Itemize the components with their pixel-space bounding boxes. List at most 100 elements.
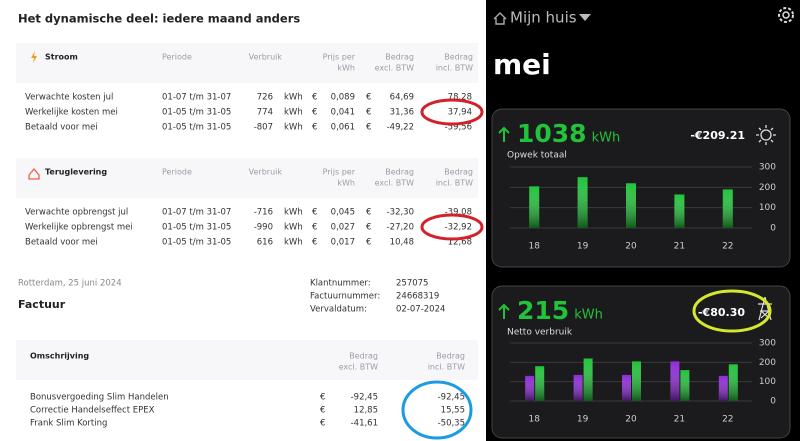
- cell: €: [312, 223, 317, 233]
- home-icon: [493, 12, 507, 25]
- x-tick-label: 22: [722, 242, 733, 252]
- bar-shade: [573, 374, 583, 401]
- cell: Werkelijke opbrengst mei: [25, 223, 133, 233]
- column-header: Periode: [162, 168, 192, 177]
- x-tick-label: 21: [674, 415, 685, 425]
- cell: 0,017: [331, 238, 355, 248]
- cell: 12,68: [448, 238, 472, 248]
- cell: €: [312, 108, 317, 118]
- bar-shade: [632, 361, 641, 401]
- cell: -807: [254, 123, 273, 133]
- cell: €: [312, 93, 317, 103]
- info-value: 24668319: [396, 292, 439, 302]
- cell: 31,36: [390, 108, 414, 118]
- y-tick-label: 100: [759, 377, 776, 387]
- bar-shade: [525, 375, 535, 401]
- cell: -50,35: [438, 419, 465, 429]
- column-header: Bedrag: [444, 168, 473, 177]
- cell: 726: [257, 93, 273, 103]
- info-value: 257075: [396, 279, 428, 289]
- cell: kWh: [284, 108, 303, 118]
- bar-shade: [670, 361, 680, 401]
- x-tick-label: 22: [722, 415, 733, 425]
- up-arrow: [498, 303, 510, 319]
- bar-shade: [577, 177, 588, 228]
- info-label: Factuurnummer:: [310, 292, 380, 302]
- cell: kWh: [284, 223, 303, 233]
- gear-outline[interactable]: [778, 7, 794, 23]
- column-header: incl. BTW: [436, 179, 473, 188]
- settings-icon[interactable]: [778, 7, 794, 23]
- cell: 01-05 t/m 31-05: [162, 123, 231, 133]
- cell: €: [366, 123, 371, 133]
- column-header: Verbruik: [249, 53, 283, 62]
- cell: 64,69: [390, 93, 414, 103]
- sun-core: [760, 129, 772, 141]
- invoice-title: Het dynamische deel: iedere maand anders: [18, 12, 300, 26]
- bar-shade: [680, 370, 690, 401]
- cell: 01-05 t/m 31-05: [162, 108, 231, 118]
- card-unit: kWh: [574, 308, 603, 323]
- table-header-band: [16, 340, 478, 380]
- info-label: Vervaldatum:: [310, 305, 367, 315]
- cell: €: [366, 223, 371, 233]
- cell: Bonusvergoeding Slim Handelen: [30, 393, 169, 403]
- card-label: Netto verbruik: [507, 328, 573, 338]
- cell: -49,22: [387, 123, 414, 133]
- power-icon: [31, 51, 37, 63]
- column-header: excl. BTW: [375, 179, 414, 188]
- cell: 37,94: [448, 108, 472, 118]
- column-header: Prijs per: [323, 53, 356, 62]
- bar-shade: [728, 364, 738, 401]
- cell: Verwachte kosten jul: [25, 93, 113, 103]
- cell: 0,089: [331, 93, 355, 103]
- x-tick-label: 19: [577, 415, 589, 425]
- column-header: Verbruik: [249, 168, 283, 177]
- column-header: kWh: [337, 64, 355, 73]
- bar-shade: [535, 366, 545, 401]
- location[interactable]: Mijn huis: [510, 9, 577, 27]
- cell: 12,85: [354, 406, 378, 416]
- cell: 0,045: [331, 208, 355, 218]
- bar-shade: [622, 374, 631, 401]
- gear-center[interactable]: [782, 11, 790, 19]
- cell: -716: [254, 208, 273, 218]
- sun-icon: [756, 125, 776, 145]
- bar-shade: [529, 186, 540, 228]
- y-tick-label: 300: [759, 163, 776, 173]
- column-header: Periode: [162, 53, 192, 62]
- cell: €: [320, 419, 325, 429]
- month: mei: [493, 48, 551, 81]
- cell: €: [320, 393, 325, 403]
- cell: Betaald voor mei: [25, 238, 98, 248]
- return-icon: [28, 167, 40, 180]
- cell: 15,55: [441, 406, 465, 416]
- dropdown-caret[interactable]: [579, 14, 591, 21]
- invoice-heading: Factuur: [18, 298, 66, 311]
- cell: -41,61: [351, 419, 378, 429]
- cell: 01-05 t/m 31-05: [162, 238, 231, 248]
- pylon-icon: [758, 296, 772, 321]
- cell: Betaald voor mei: [25, 123, 98, 133]
- cell: 10,48: [390, 238, 414, 248]
- y-tick-label: 200: [759, 358, 776, 368]
- x-tick-label: 18: [528, 415, 540, 425]
- cell: -39,08: [445, 208, 472, 218]
- info-label: Klantnummer:: [310, 279, 371, 289]
- cell: Verwachte opbrengst jul: [25, 208, 128, 218]
- column-header: kWh: [337, 179, 355, 188]
- cell: 0,041: [331, 108, 355, 118]
- cell: €: [366, 93, 371, 103]
- cell: kWh: [284, 123, 303, 133]
- x-tick-label: 18: [528, 242, 540, 252]
- bar-shade: [583, 358, 593, 401]
- card-amount: -€209.21: [690, 129, 745, 142]
- cell: -92,45: [351, 393, 378, 403]
- y-tick-label: 0: [770, 397, 776, 407]
- bar-shade: [674, 194, 685, 228]
- card-amount: -€80.30: [698, 306, 745, 319]
- column-header: excl. BTW: [375, 64, 414, 73]
- card-value: 1038: [517, 119, 587, 148]
- column-header: incl. BTW: [428, 363, 465, 372]
